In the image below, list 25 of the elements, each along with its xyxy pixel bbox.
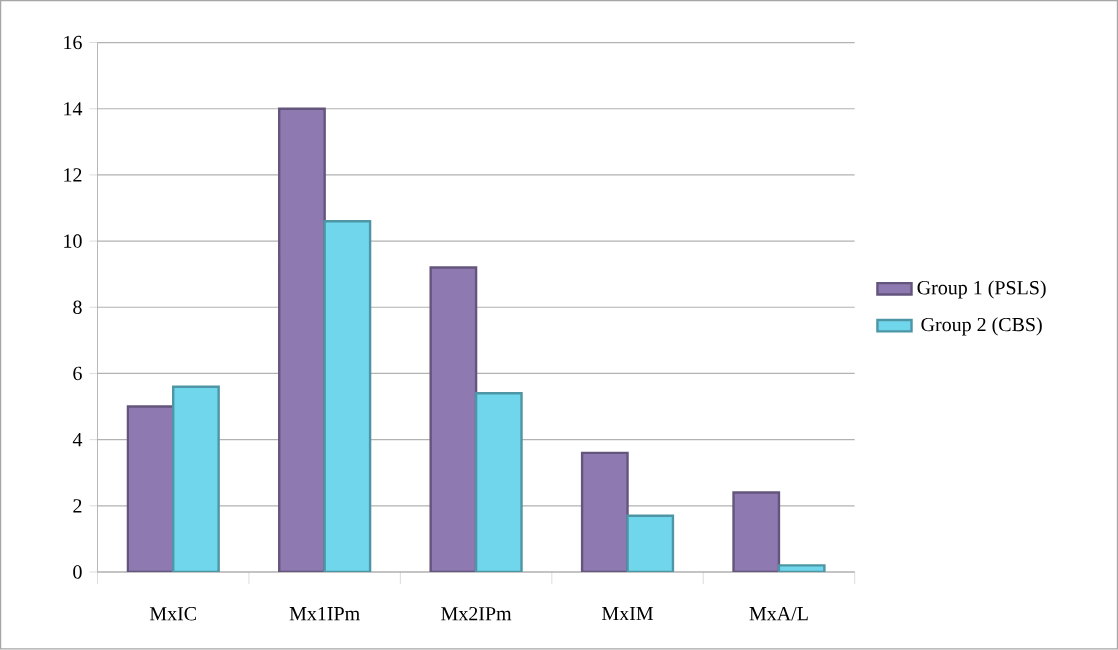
y-tick-label: 4 bbox=[72, 433, 83, 447]
legend-label: Group 1 (PSLS) bbox=[917, 280, 1046, 299]
y-tick-label: 0 bbox=[73, 565, 82, 579]
y-tick-label: 2 bbox=[73, 499, 82, 513]
x-tick-label: Mx1IPm bbox=[289, 607, 360, 621]
y-tick-label: 6 bbox=[73, 367, 82, 381]
bar bbox=[172, 385, 220, 573]
bar bbox=[278, 107, 326, 573]
x-tick-label: MxIC bbox=[149, 607, 196, 621]
x-tick-label: Mx2IPm bbox=[441, 607, 512, 621]
bar bbox=[732, 491, 781, 573]
y-tick-label: 12 bbox=[64, 168, 82, 182]
x-tick-label: MxA/L bbox=[749, 607, 808, 621]
legend-label: Group 2 (CBS) bbox=[921, 317, 1042, 336]
bar bbox=[580, 451, 629, 573]
y-tick-label: 8 bbox=[73, 300, 82, 315]
y-tick-label: 16 bbox=[64, 36, 82, 50]
y-tick-label: 14 bbox=[64, 102, 83, 116]
bar bbox=[626, 514, 675, 573]
bar bbox=[474, 392, 523, 573]
bar bbox=[323, 220, 372, 573]
bar bbox=[429, 266, 478, 573]
y-tick-label: 10 bbox=[64, 234, 82, 249]
x-tick-label: MxIM bbox=[602, 607, 654, 621]
bar bbox=[126, 405, 175, 573]
